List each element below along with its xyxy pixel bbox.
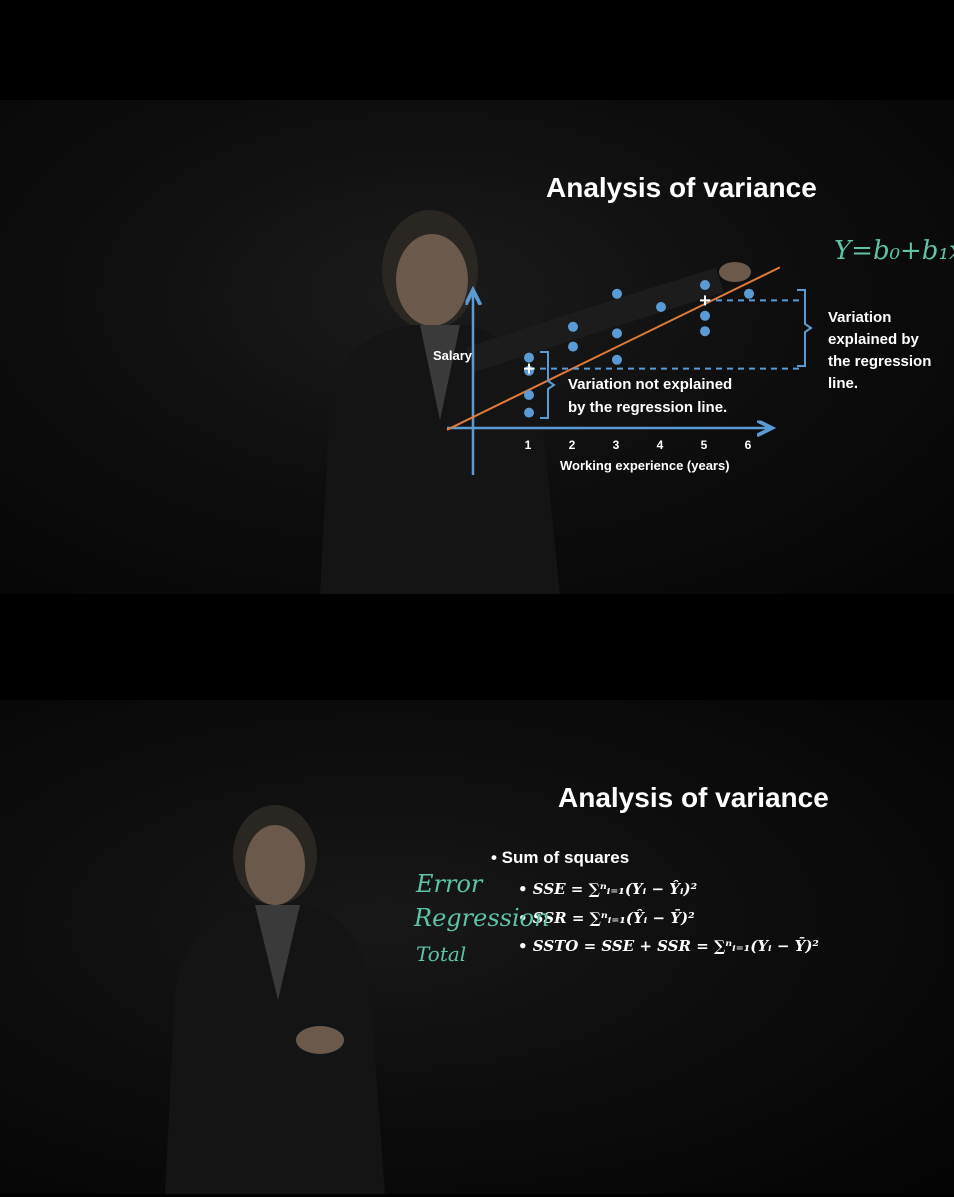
- slide-title: Analysis of variance: [546, 172, 817, 203]
- annotation-explained-line4: line.: [828, 375, 859, 392]
- presenter-figure-bottom: [165, 805, 385, 1194]
- x-tick-label: 1: [524, 438, 532, 452]
- x-tick-label: 2: [568, 438, 576, 452]
- formula-sse: • SSE = ∑ⁿᵢ₌₁(Yᵢ − Ŷᵢ)²: [518, 880, 698, 898]
- data-point: [524, 390, 534, 400]
- annotation-explained-line3: the regression: [828, 353, 932, 370]
- y-axis-label: Salary: [433, 348, 473, 363]
- plus-marker: [524, 363, 534, 374]
- formula-ssr: • SSR = ∑ⁿᵢ₌₁(Ŷᵢ − Ȳ)²: [518, 909, 695, 927]
- handwritten-total: Total: [416, 942, 467, 966]
- data-point: [568, 341, 578, 352]
- handwritten-error: Error: [416, 870, 483, 898]
- annotation-explained-line2: explained by: [828, 331, 919, 348]
- x-tick-label: 3: [612, 438, 620, 452]
- presenter-figure-top: [320, 210, 751, 594]
- plus-marker: [700, 295, 710, 306]
- bullet-heading: • Sum of squares: [491, 848, 630, 867]
- data-point: [700, 280, 710, 290]
- data-point: [524, 407, 534, 418]
- x-tick-label: 4: [656, 438, 664, 452]
- bracket-explained: [797, 289, 813, 367]
- formula-ssto: • SSTO = SSE + SSR = ∑ⁿᵢ₌₁(Yᵢ − Ȳ)²: [518, 937, 820, 955]
- video-frame-top: Analysis of variance Salary 1 2 3 4 5 6 Worki…: [0, 100, 954, 594]
- slide-title: Analysis of variance: [558, 782, 829, 813]
- data-point: [612, 354, 622, 365]
- data-point: [700, 310, 710, 321]
- annotation-not-explained-line2: by the regression line.: [568, 399, 728, 416]
- bracket-not-explained: [540, 351, 556, 419]
- handwritten-formula: Y=b₀+b₁x: [834, 236, 954, 266]
- annotation-not-explained-line1: Variation not explained: [568, 376, 733, 393]
- data-point: [612, 288, 622, 299]
- data-point: [744, 288, 754, 299]
- regression-line: [446, 266, 781, 431]
- scatter-chart: [446, 266, 813, 475]
- annotation-explained-line1: Variation: [828, 309, 892, 326]
- data-point: [700, 326, 710, 337]
- data-point: [524, 352, 534, 363]
- x-tick-label: 6: [744, 438, 752, 452]
- x-tick-label: 5: [700, 438, 708, 452]
- data-point: [656, 302, 666, 312]
- data-point: [568, 321, 578, 332]
- handwritten-regression: Regression: [414, 904, 550, 932]
- x-axis-label: Working experience (years): [560, 458, 730, 473]
- video-frame-bottom: Analysis of variance • Sum of squares • …: [0, 700, 954, 1194]
- data-point: [612, 328, 622, 339]
